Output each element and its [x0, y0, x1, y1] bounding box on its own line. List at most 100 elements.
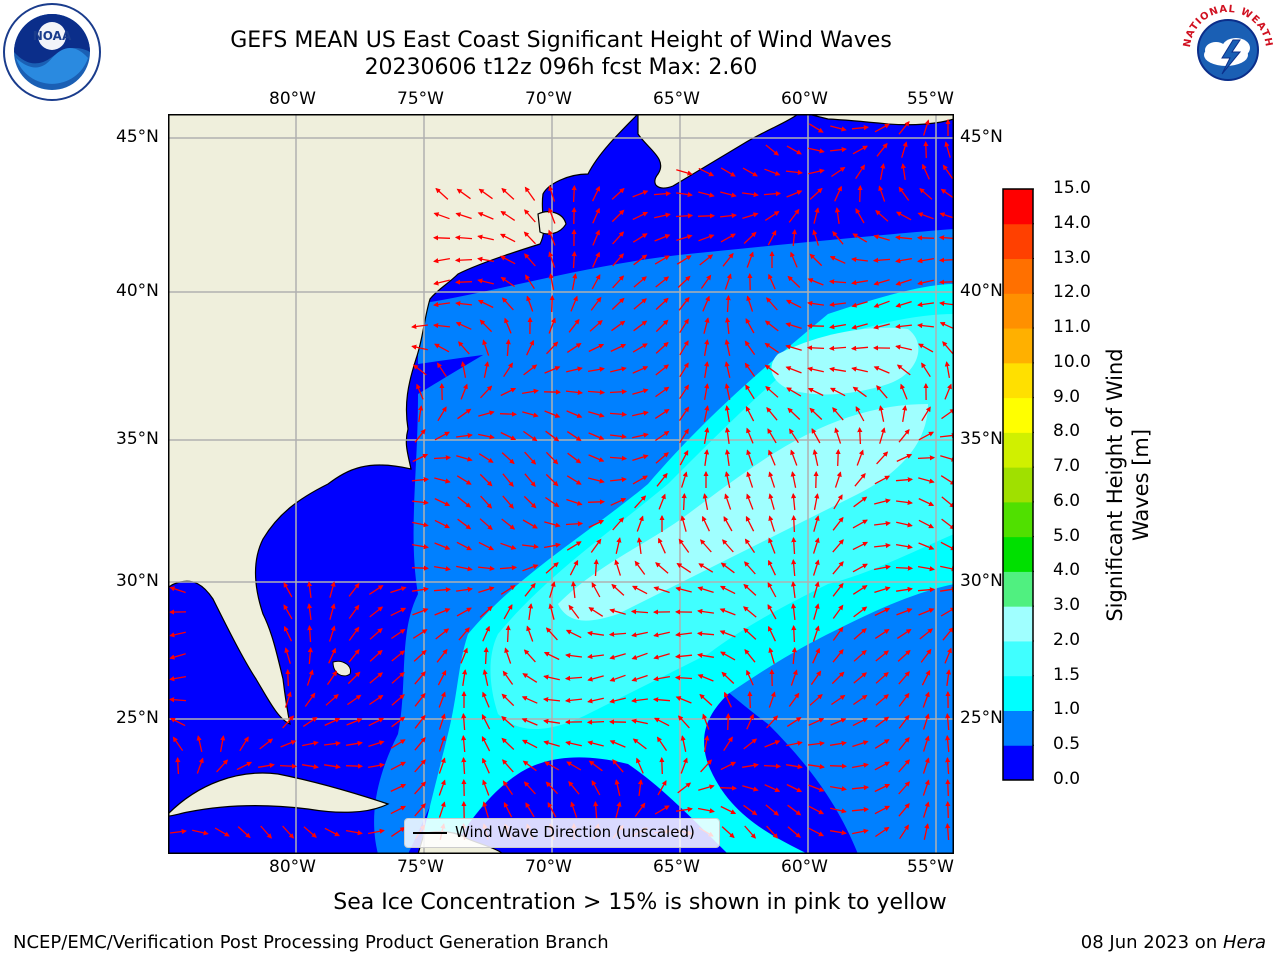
wind-arrow	[658, 493, 666, 510]
wind-arrow	[874, 607, 891, 617]
wind-arrow	[829, 256, 846, 264]
wind-arrow	[565, 740, 582, 747]
wind-arrow	[791, 536, 797, 555]
wind-arrow	[414, 736, 426, 751]
wind-arrow	[587, 653, 604, 660]
wind-arrow	[566, 761, 582, 771]
lon-label-bottom-70w: 70°W	[525, 857, 572, 877]
wind-arrow	[477, 234, 494, 241]
wind-arrow	[522, 411, 539, 418]
wind-arrow	[633, 254, 648, 266]
wind-arrow	[637, 779, 644, 796]
lon-label-bottom-55w: 55°W	[907, 857, 954, 877]
wind-arrow	[676, 234, 693, 242]
wind-arrow	[744, 340, 756, 355]
wind-arrow	[307, 646, 313, 665]
wind-arrow	[480, 385, 493, 399]
wind-arrow	[876, 385, 888, 399]
wind-arrow	[566, 410, 583, 418]
wind-arrow	[747, 690, 753, 709]
wind-arrow	[830, 146, 847, 153]
wind-arrow	[765, 144, 780, 156]
wind-arrow	[813, 581, 820, 598]
wind-arrow	[460, 383, 468, 400]
wind-arrow	[719, 785, 738, 791]
wind-arrow	[345, 829, 363, 836]
wind-arrow	[169, 653, 186, 660]
colorbar-segment	[1003, 189, 1033, 225]
wind-arrow	[611, 187, 625, 200]
wind-arrow	[808, 827, 825, 837]
wind-arrow	[923, 823, 930, 840]
colorbar-tick-label: 0.5	[1053, 734, 1081, 755]
noaa-logo: NOAA	[3, 3, 101, 101]
wind-arrow	[566, 343, 582, 353]
wind-arrow	[523, 430, 538, 442]
wind-arrow	[593, 558, 599, 577]
wind-arrow	[698, 784, 715, 791]
wind-arrow	[791, 646, 797, 665]
wind-arrow	[898, 120, 910, 135]
colorbar-segment	[1003, 397, 1033, 433]
wind-arrow	[169, 631, 186, 638]
colorbar-tick-label: 2.0	[1053, 629, 1081, 650]
wind-arrow	[482, 691, 490, 708]
wind-arrow	[502, 759, 514, 773]
wind-arrow	[791, 558, 797, 577]
colorbar-tick-label: 1.5	[1053, 664, 1081, 685]
wind-arrow	[504, 647, 512, 664]
chart-title: GEFS MEAN US East Coast Significant Heig…	[230, 28, 892, 53]
wind-arrow	[680, 471, 688, 488]
wind-arrow	[720, 805, 737, 815]
wind-arrow	[675, 586, 692, 593]
wind-arrow	[611, 320, 626, 332]
wind-arrow	[876, 142, 888, 157]
wind-arrow	[216, 759, 229, 773]
wind-arrow	[743, 804, 758, 816]
wind-arrow	[874, 586, 891, 594]
wind-arrow	[502, 670, 514, 685]
wind-arrow	[433, 565, 451, 572]
wind-arrow	[329, 581, 336, 598]
wind-arrow	[348, 582, 360, 597]
wind-arrow	[482, 669, 489, 686]
wind-arrow	[499, 411, 518, 417]
lon-label-top-75w: 75°W	[397, 89, 444, 109]
colorbar-segment	[1003, 501, 1033, 538]
wind-arrow	[565, 521, 584, 527]
wind-arrow	[917, 301, 934, 308]
wind-arrow	[632, 388, 649, 395]
wind-arrow	[239, 736, 249, 752]
wind-arrow	[654, 805, 670, 815]
wind-arrow	[526, 295, 534, 312]
wind-arrow	[786, 783, 803, 793]
wind-arrow	[571, 184, 577, 203]
wind-arrow	[505, 624, 511, 643]
colorbar-segment	[1003, 640, 1033, 677]
wind-arrow	[548, 185, 556, 202]
wind-arrow	[543, 542, 561, 549]
wind-arrow	[285, 668, 291, 687]
wind-arrow	[433, 279, 450, 286]
wind-arrow	[527, 603, 534, 620]
wind-arrow	[192, 829, 209, 836]
wind-arrow	[390, 586, 407, 594]
wind-arrow	[703, 427, 710, 445]
colorbar-segment	[1003, 223, 1033, 260]
wind-arrow	[857, 426, 863, 445]
wind-arrow	[524, 253, 536, 267]
wind-arrow	[944, 383, 952, 400]
wind-arrow	[922, 713, 930, 730]
wind-arrow	[873, 323, 890, 330]
wind-arrow	[702, 493, 709, 511]
wind-arrow	[834, 471, 842, 488]
wind-arrow	[652, 697, 671, 703]
wind-arrow	[414, 428, 426, 443]
wind-arrow	[786, 717, 802, 727]
wind-arrow	[809, 187, 823, 200]
wind-arrow	[791, 624, 797, 643]
wind-arrow	[610, 476, 627, 483]
wind-arrow	[852, 541, 869, 551]
wind-arrow	[477, 299, 494, 309]
wind-arrow	[744, 825, 756, 839]
